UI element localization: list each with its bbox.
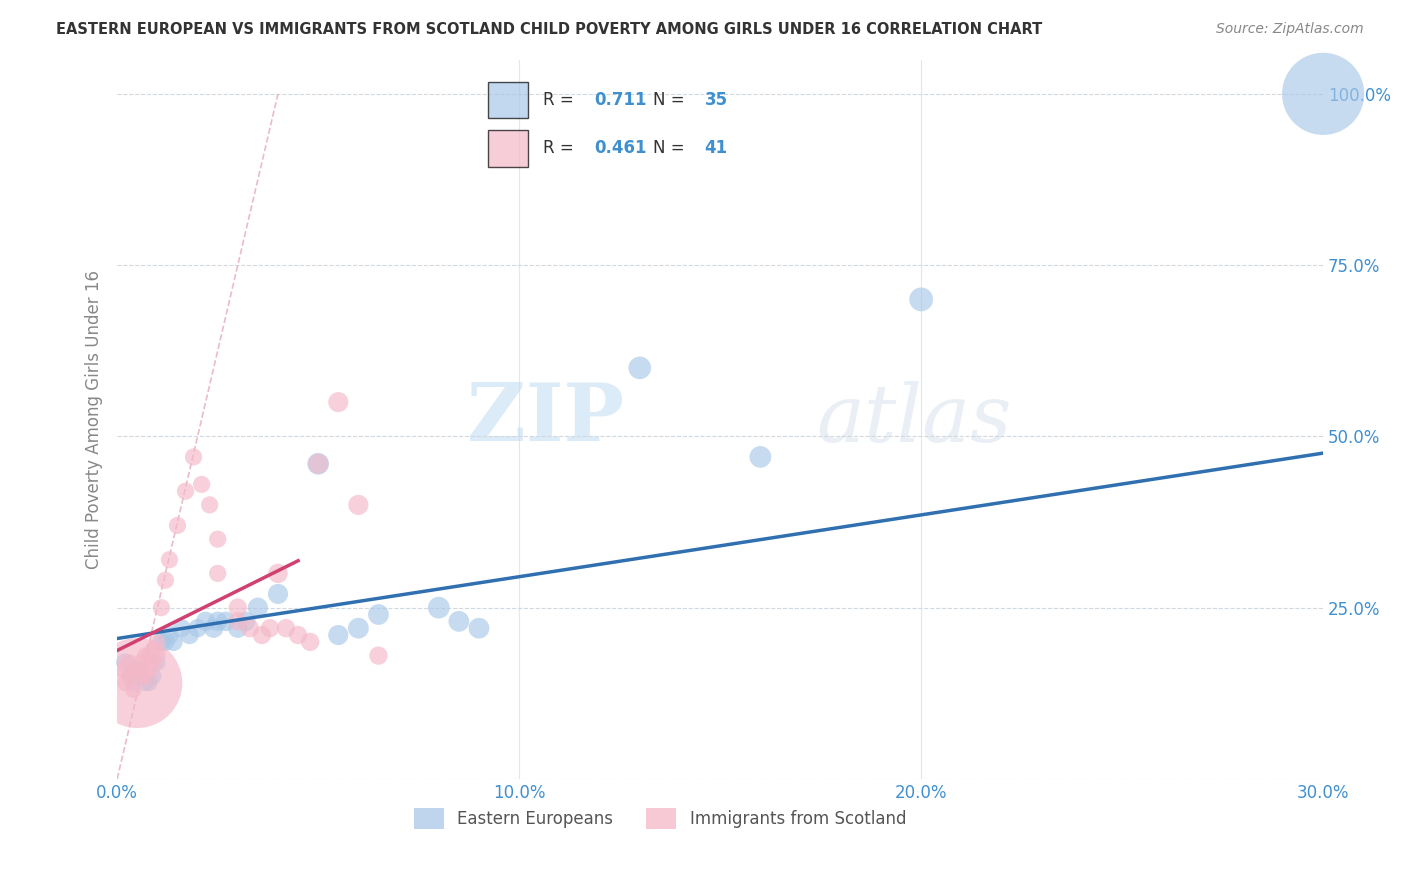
Point: [166, 518, 188, 533]
Point: [226, 615, 249, 629]
Point: [142, 656, 165, 670]
Point: [207, 615, 229, 629]
Point: [207, 566, 229, 581]
Point: [134, 669, 156, 683]
Point: [246, 600, 269, 615]
Point: [134, 648, 156, 663]
Point: [299, 635, 322, 649]
Point: [628, 360, 651, 375]
Point: [142, 669, 165, 683]
Point: [347, 498, 370, 512]
Point: [150, 600, 173, 615]
Point: [155, 574, 177, 588]
Point: [287, 628, 309, 642]
Point: [114, 656, 136, 670]
Point: [118, 656, 141, 670]
Point: [162, 635, 184, 649]
Point: [194, 615, 217, 629]
Point: [215, 615, 238, 629]
Point: [267, 566, 290, 581]
Point: [267, 587, 290, 601]
Point: [131, 669, 153, 683]
Point: [187, 621, 209, 635]
Point: [250, 628, 273, 642]
Point: [146, 648, 169, 663]
Text: ZIP: ZIP: [467, 380, 624, 458]
Point: [226, 600, 249, 615]
Point: [239, 621, 262, 635]
Point: [174, 484, 197, 499]
Point: [146, 656, 169, 670]
Point: [142, 641, 165, 656]
Text: EASTERN EUROPEAN VS IMMIGRANTS FROM SCOTLAND CHILD POVERTY AMONG GIRLS UNDER 16 : EASTERN EUROPEAN VS IMMIGRANTS FROM SCOT…: [56, 22, 1042, 37]
Point: [122, 676, 145, 690]
Point: [118, 669, 141, 683]
Point: [114, 676, 136, 690]
Y-axis label: Child Poverty Among Girls Under 16: Child Poverty Among Girls Under 16: [86, 269, 103, 569]
Point: [131, 656, 153, 670]
Point: [122, 662, 145, 676]
Point: [328, 628, 350, 642]
Point: [159, 628, 181, 642]
Point: [122, 682, 145, 697]
Point: [427, 600, 450, 615]
Point: [1312, 87, 1334, 101]
Point: [138, 648, 160, 663]
Point: [179, 628, 201, 642]
Text: atlas: atlas: [817, 381, 1012, 458]
Point: [910, 293, 932, 307]
Point: [146, 635, 169, 649]
Point: [110, 662, 132, 676]
Text: Source: ZipAtlas.com: Source: ZipAtlas.com: [1216, 22, 1364, 37]
Point: [207, 532, 229, 546]
Point: [447, 615, 470, 629]
Point: [307, 457, 329, 471]
Point: [134, 676, 156, 690]
Point: [155, 635, 177, 649]
Point: [226, 621, 249, 635]
Point: [127, 662, 149, 676]
Point: [127, 676, 149, 690]
Point: [138, 676, 160, 690]
Point: [138, 662, 160, 676]
Point: [367, 648, 389, 663]
Point: [235, 615, 257, 629]
Point: [150, 635, 173, 649]
Point: [347, 621, 370, 635]
Point: [274, 621, 297, 635]
Point: [198, 498, 221, 512]
Point: [468, 621, 491, 635]
Point: [159, 552, 181, 566]
Point: [170, 621, 193, 635]
Point: [307, 457, 329, 471]
Point: [202, 621, 225, 635]
Point: [367, 607, 389, 622]
Point: [328, 395, 350, 409]
Point: [749, 450, 772, 464]
Point: [259, 621, 281, 635]
Legend: Eastern Europeans, Immigrants from Scotland: Eastern Europeans, Immigrants from Scotl…: [406, 802, 912, 835]
Point: [127, 662, 149, 676]
Point: [190, 477, 212, 491]
Point: [183, 450, 205, 464]
Point: [118, 669, 141, 683]
Point: [131, 669, 153, 683]
